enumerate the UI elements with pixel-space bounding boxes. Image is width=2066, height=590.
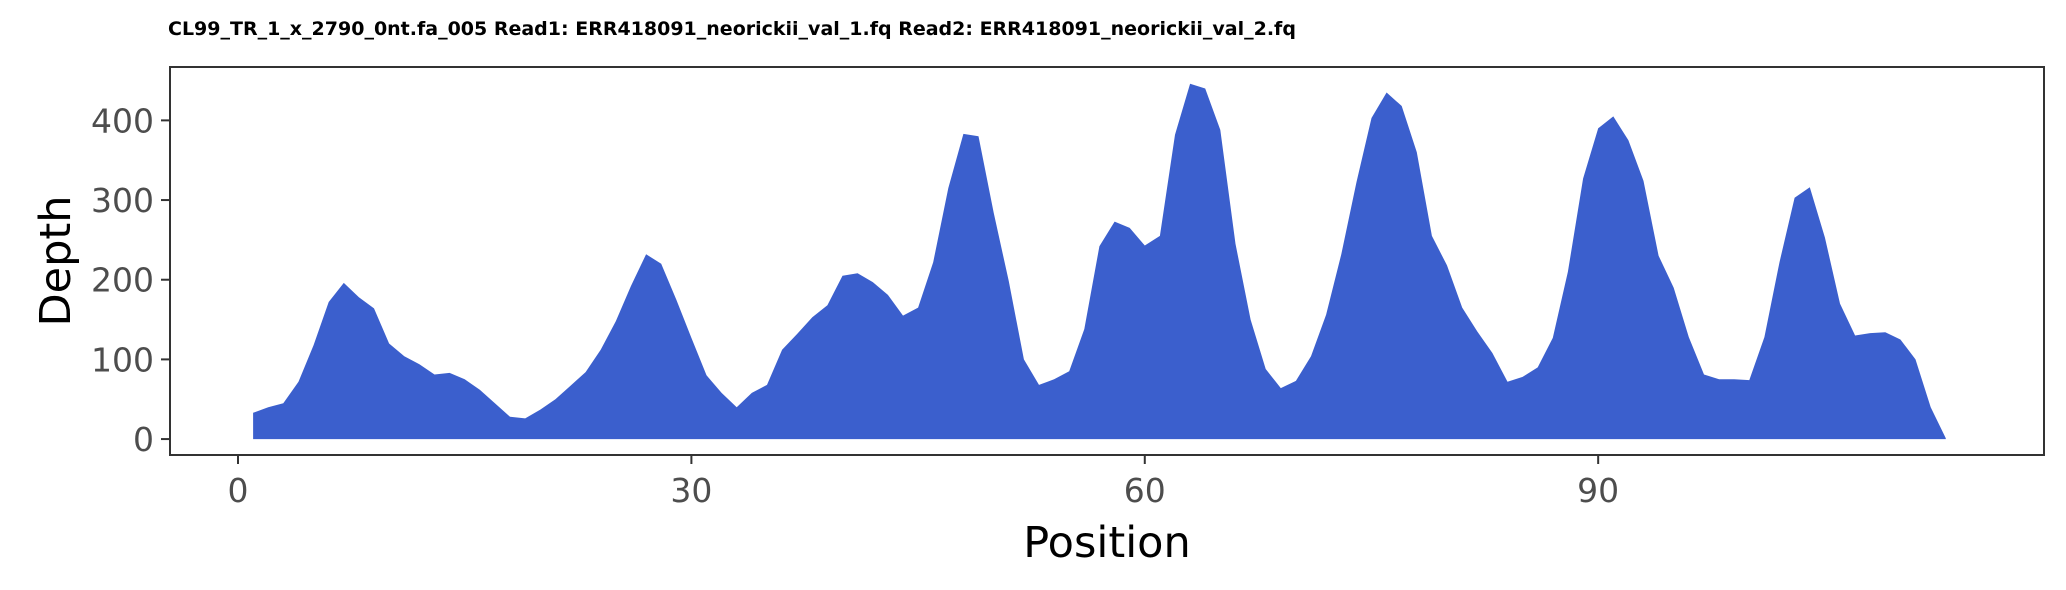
x-tick-label: 0	[228, 471, 249, 510]
plot-panel-border	[169, 66, 2045, 456]
y-axis-title: Depth	[31, 196, 81, 327]
chart-title: CL99_TR_1_x_2790_0nt.fa_005 Read1: ERR41…	[168, 18, 1296, 40]
y-tick-label: 100	[91, 340, 154, 379]
y-tick-label: 400	[91, 101, 154, 140]
depth-area-series	[253, 83, 1946, 440]
y-tick-label: 300	[91, 181, 154, 220]
x-tick-label: 30	[670, 471, 712, 510]
area-layer	[253, 83, 1946, 440]
y-axis: 0 100 200 300 400	[91, 101, 170, 459]
x-tick-label: 90	[1577, 471, 1619, 510]
y-tick-label: 200	[91, 261, 154, 300]
x-axis-title: Position	[1023, 518, 1190, 568]
y-tick-label: 0	[133, 420, 154, 459]
x-tick-label: 60	[1124, 471, 1166, 510]
x-axis: 0 30 60 90	[228, 455, 1619, 510]
